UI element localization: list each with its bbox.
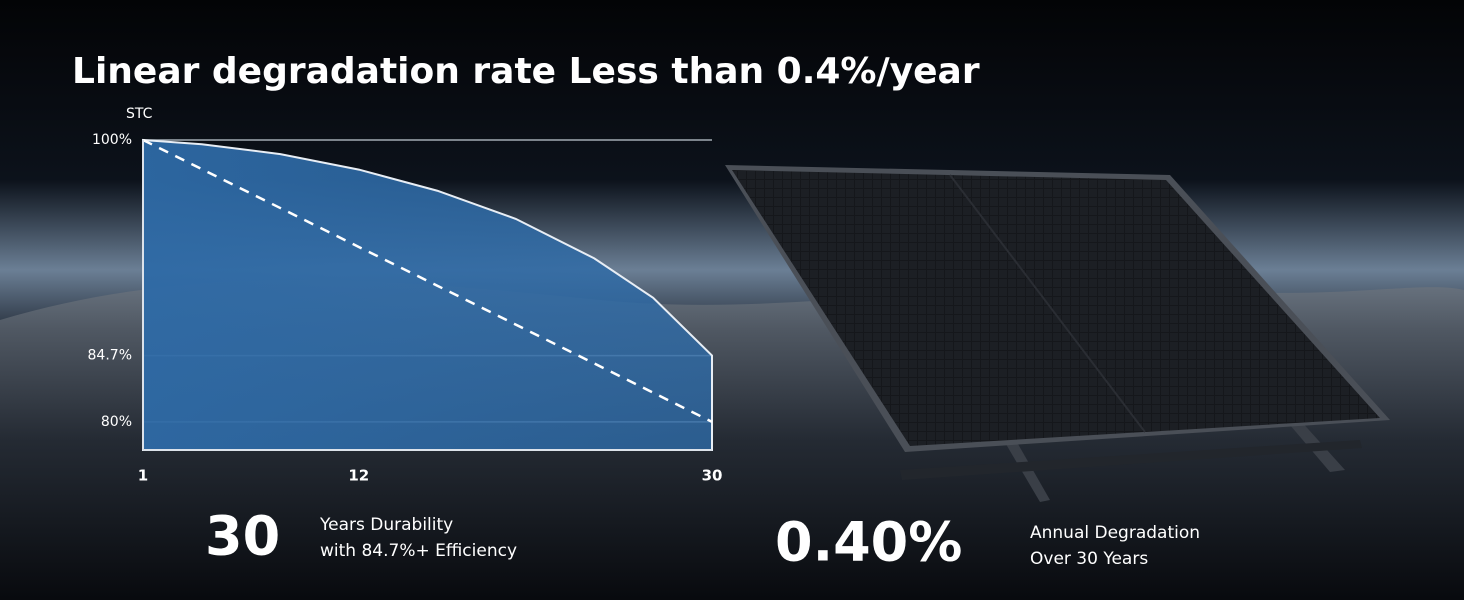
stat-number: 30 <box>205 505 280 568</box>
x-tick-label: 30 <box>702 467 723 485</box>
stat-text: Years Durability <box>319 515 453 535</box>
stat-number: 0.40% <box>775 511 962 574</box>
plot: 100% 84.7% 80% 1 12 30 <box>88 132 723 485</box>
y-axis-label: STC <box>126 106 153 122</box>
stat-text: Annual Degradation <box>1030 523 1200 543</box>
stat-text: Over 30 Years <box>1030 549 1148 569</box>
trend-line <box>142 138 713 423</box>
x-tick-label: 12 <box>348 467 369 485</box>
y-tick-label: 84.7% <box>88 348 132 364</box>
stat-text: with 84.7%+ Efficiency <box>320 541 517 561</box>
y-tick-label: 80% <box>101 414 132 430</box>
chart-title: Linear degradation rate Less than 0.4%/y… <box>72 51 980 92</box>
solar-panel <box>725 165 1390 502</box>
x-tick-label: 1 <box>138 467 148 485</box>
y-tick-label: 100% <box>92 132 132 148</box>
